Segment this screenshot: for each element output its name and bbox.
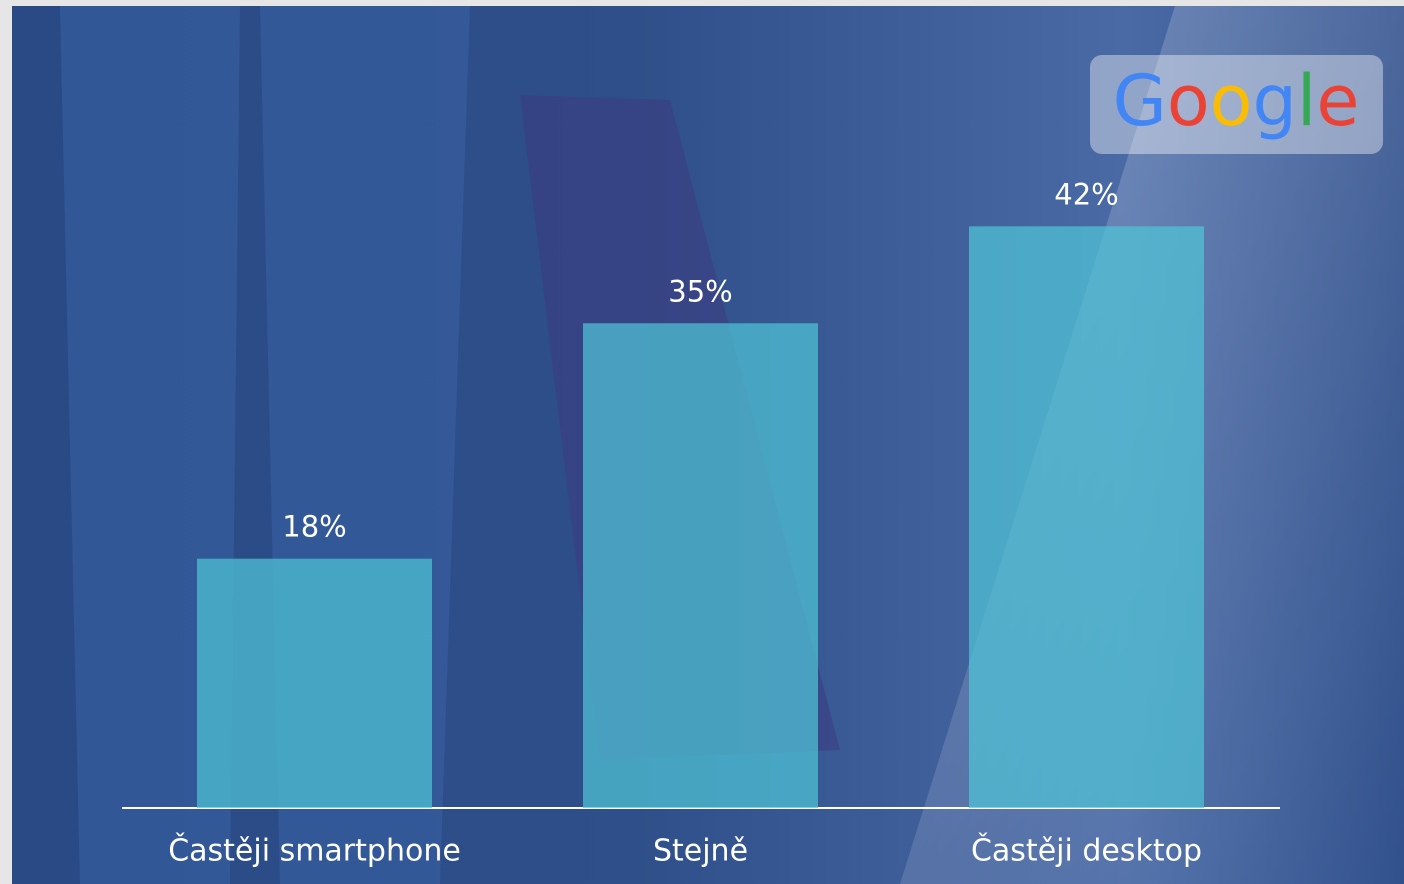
logo: Google bbox=[1113, 60, 1360, 142]
bar bbox=[583, 323, 818, 808]
value-label: 42% bbox=[1054, 177, 1118, 211]
x-tick-label: Častěji desktop bbox=[971, 832, 1202, 869]
bar bbox=[969, 226, 1204, 809]
value-label: 35% bbox=[668, 274, 732, 308]
logo-letter: e bbox=[1316, 60, 1359, 142]
x-tick-label: Častěji smartphone bbox=[168, 832, 461, 869]
logo-letter: l bbox=[1297, 60, 1316, 142]
x-tick-label: Stejně bbox=[653, 834, 748, 869]
value-label: 18% bbox=[282, 510, 346, 544]
logo-letter: o bbox=[1167, 60, 1210, 142]
logo-letter: g bbox=[1252, 60, 1296, 142]
logo-letter: o bbox=[1210, 60, 1253, 142]
logo-badge bbox=[1090, 55, 1383, 154]
photo-shape bbox=[60, 6, 240, 884]
logo-letter: G bbox=[1113, 60, 1167, 142]
bar bbox=[197, 558, 432, 808]
